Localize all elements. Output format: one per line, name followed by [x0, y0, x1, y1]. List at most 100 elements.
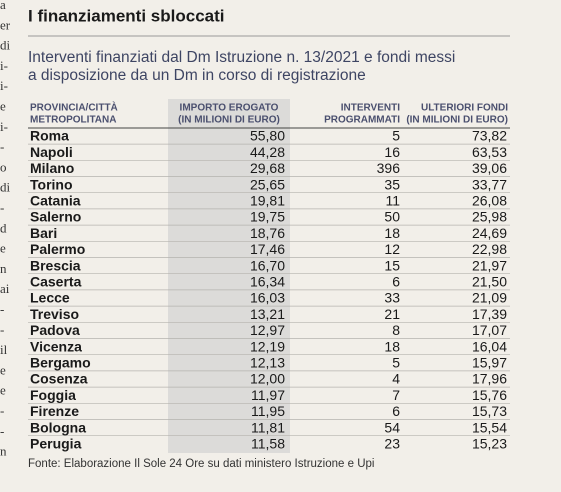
cell-value: 6	[392, 403, 400, 419]
cell-value: 44,28	[250, 144, 285, 160]
province: Perugia	[30, 436, 82, 452]
cell-value: 16,70	[250, 257, 285, 273]
cell-value: 21,97	[472, 257, 507, 273]
province: Napoli	[30, 144, 73, 160]
cell-value: 21,09	[472, 290, 507, 306]
margin-fragment: n	[0, 444, 7, 459]
margin-fragment: -	[0, 139, 4, 154]
cell-value: 12,13	[250, 355, 285, 371]
margin-fragment: di	[0, 38, 11, 53]
margin-fragment: -	[0, 301, 4, 316]
cell-value: 15,23	[472, 436, 507, 452]
cell-value: 5	[392, 128, 400, 144]
cell-value: 55,80	[250, 128, 285, 144]
cell-value: 11	[385, 193, 400, 209]
province: Milano	[30, 160, 74, 176]
province: Bologna	[30, 419, 86, 435]
cell-value: 15,54	[472, 419, 507, 435]
province: Lecce	[30, 290, 70, 306]
cell-value: 11,95	[251, 403, 285, 419]
cell-value: 11,97	[251, 387, 285, 403]
margin-fragment: o	[0, 159, 7, 174]
column-header: (IN MILIONI DI EURO)	[178, 115, 280, 126]
province: Firenze	[30, 403, 79, 419]
cell-value: 6	[392, 274, 400, 290]
province: Bergamo	[30, 355, 91, 371]
column-header: IMPORTO EROGATO	[180, 103, 279, 114]
cell-value: 16,04	[472, 338, 507, 354]
cell-value: 33	[384, 290, 400, 306]
cell-value: 16,03	[250, 290, 285, 306]
province: Bari	[30, 225, 57, 241]
province: Brescia	[30, 257, 81, 273]
cell-value: 50	[384, 209, 400, 225]
cell-value: 39,06	[472, 160, 507, 176]
margin-fragment: e	[0, 362, 6, 377]
cell-value: 17,96	[472, 371, 507, 387]
province: Palermo	[30, 241, 85, 257]
cell-value: 25,98	[472, 209, 507, 225]
cell-value: 12	[384, 241, 400, 257]
margin-fragment: i-	[0, 78, 8, 93]
cell-value: 11,58	[251, 436, 285, 452]
column-header: (IN MILIONI DI EURO)	[406, 115, 508, 126]
cell-value: 7	[392, 387, 400, 403]
column-header: METROPOLITANA	[30, 115, 116, 126]
cell-value: 11,81	[251, 419, 285, 435]
cell-value: 16,34	[250, 274, 285, 290]
margin-fragment: i-	[0, 58, 8, 73]
province: Salerno	[30, 209, 81, 225]
cell-value: 19,81	[250, 193, 285, 209]
cell-value: 8	[392, 322, 400, 338]
margin-fragment: -	[0, 423, 4, 438]
cell-value: 21	[384, 306, 400, 322]
margin-fragment: -	[0, 200, 4, 215]
cell-value: 19,75	[250, 209, 285, 225]
cell-value: 17,46	[250, 241, 285, 257]
subtitle: a disposizione da un Dm in corso di regi…	[28, 67, 366, 84]
cell-value: 12,97	[250, 322, 285, 338]
margin-fragment: a	[0, 0, 6, 12]
cell-value: 13,21	[250, 306, 285, 322]
cell-value: 23	[384, 436, 400, 452]
cell-value: 16	[384, 144, 400, 160]
column-header: PROGRAMMATI	[324, 115, 400, 126]
margin-fragment: di	[0, 180, 11, 195]
cell-value: 25,65	[250, 176, 285, 192]
cell-value: 63,53	[472, 144, 507, 160]
province: Foggia	[30, 387, 76, 403]
cell-value: 35	[384, 176, 400, 192]
cell-value: 17,07	[472, 322, 507, 338]
subtitle: Interventi finanziati dal Dm Istruzione …	[28, 49, 455, 66]
province: Torino	[30, 176, 73, 192]
margin-fragment: -	[0, 403, 4, 418]
cell-value: 15,76	[472, 387, 507, 403]
province: Catania	[30, 193, 81, 209]
margin-fragment: -	[0, 322, 4, 337]
cell-value: 21,50	[472, 274, 507, 290]
cell-value: 73,82	[472, 128, 507, 144]
province: Cosenza	[30, 371, 88, 387]
cell-value: 12,00	[250, 371, 285, 387]
column-header: PROVINCIA/CITTÀ	[30, 101, 118, 114]
cell-value: 17,39	[472, 306, 507, 322]
cell-value: 15,97	[472, 355, 507, 371]
source: Fonte: Elaborazione Il Sole 24 Ore su da…	[28, 458, 374, 470]
cell-value: 12,19	[250, 338, 285, 354]
province: Padova	[30, 322, 80, 338]
cell-value: 15,73	[472, 403, 507, 419]
cell-value: 396	[377, 160, 401, 176]
cell-value: 5	[392, 355, 400, 371]
cell-value: 29,68	[250, 160, 285, 176]
cell-value: 26,08	[472, 193, 507, 209]
cell-value: 18,76	[250, 225, 285, 241]
cell-value: 18	[384, 338, 400, 354]
margin-fragment: il	[0, 342, 8, 357]
margin-fragment: e	[0, 98, 6, 113]
cell-value: 18	[384, 225, 400, 241]
cell-value: 22,98	[472, 241, 507, 257]
province: Treviso	[30, 306, 79, 322]
province: Vicenza	[30, 338, 82, 354]
cell-value: 54	[384, 419, 400, 435]
cell-value: 4	[392, 371, 400, 387]
